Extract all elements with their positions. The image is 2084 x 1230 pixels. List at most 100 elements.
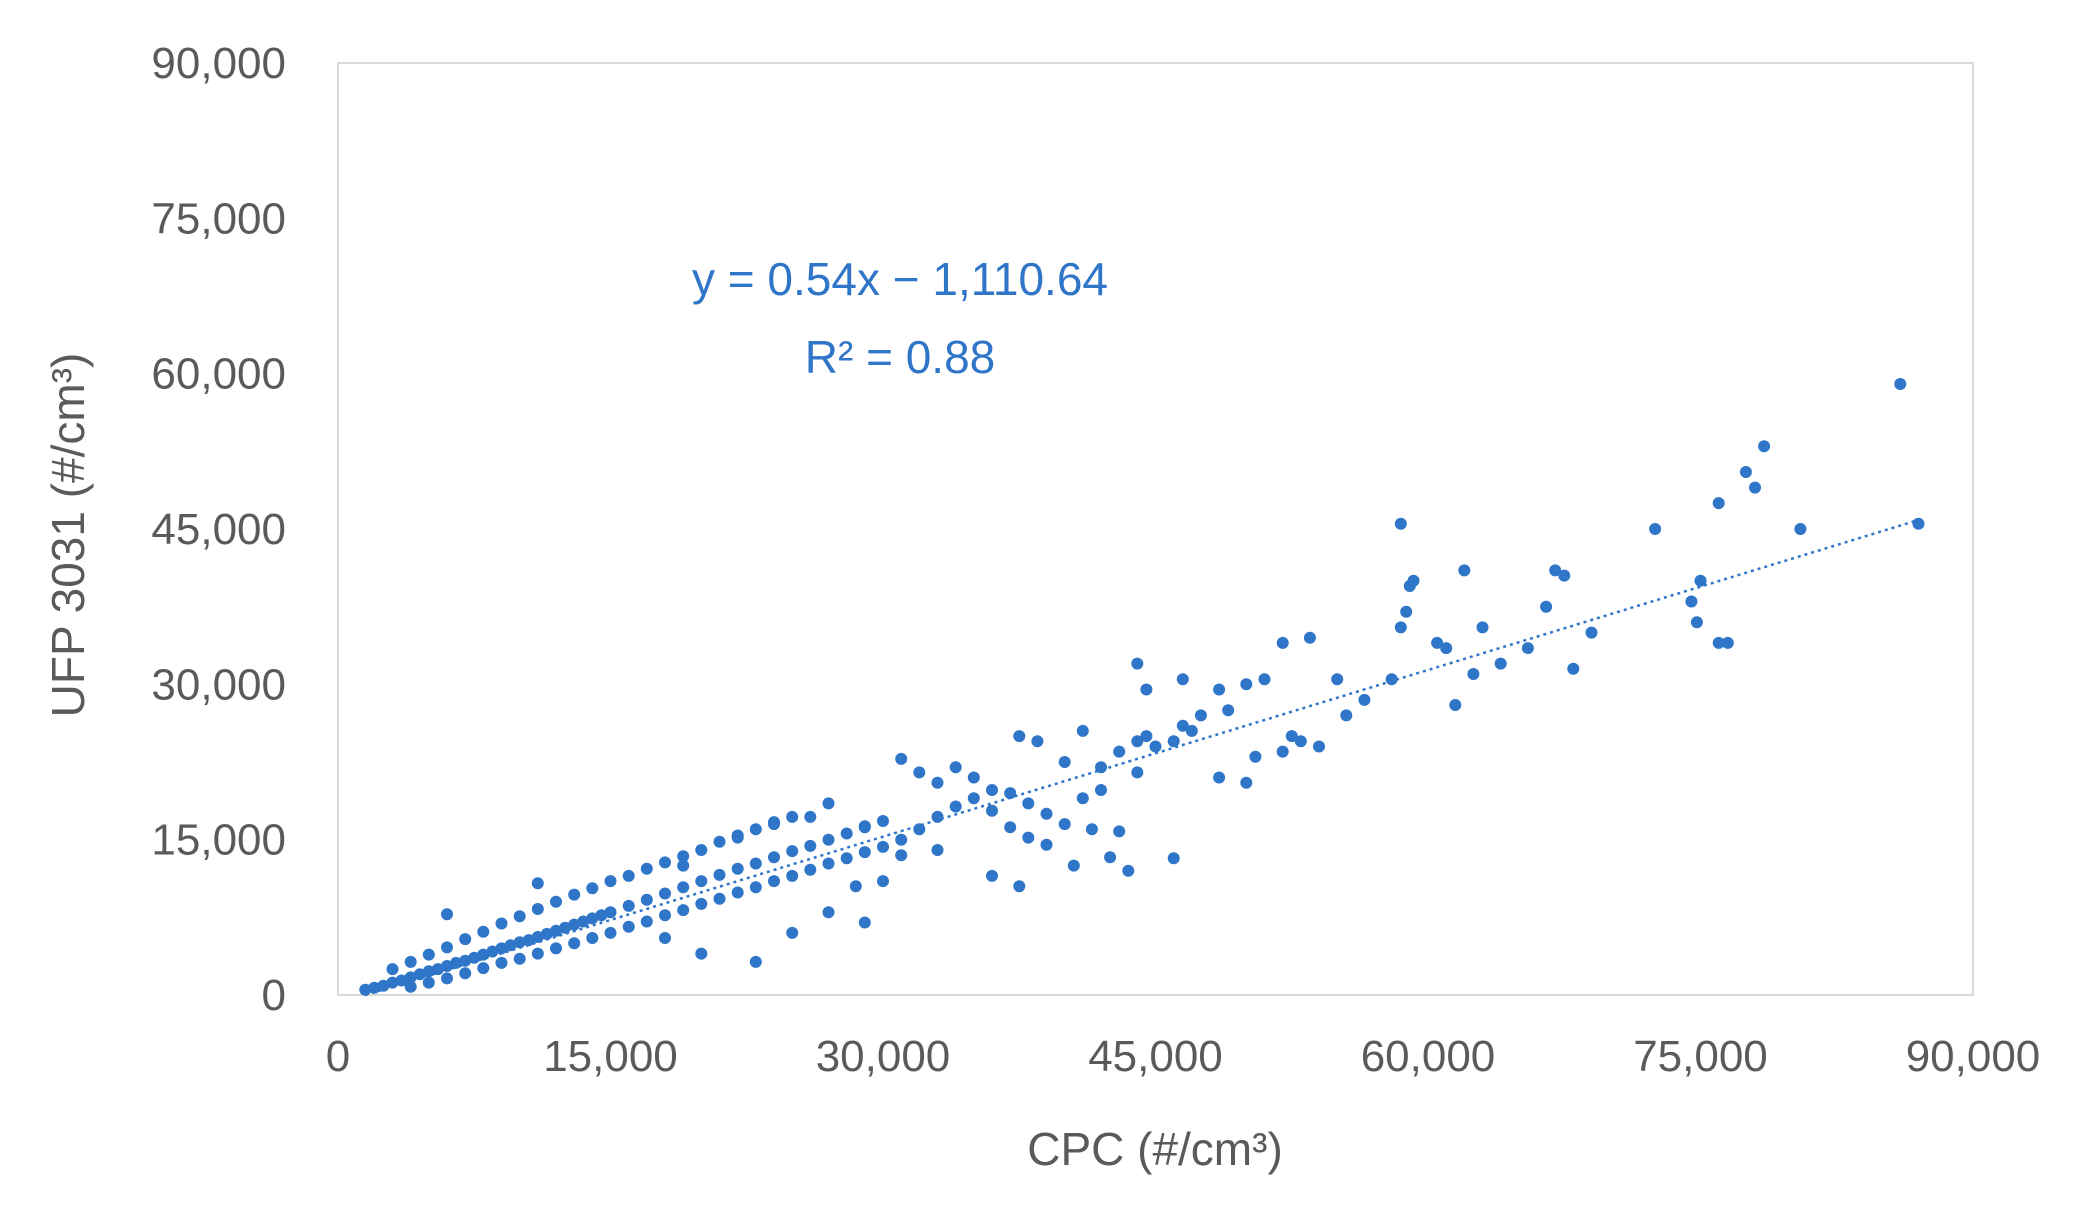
data-point — [622, 869, 635, 882]
data-point — [858, 820, 871, 833]
data-point — [1685, 595, 1698, 608]
data-point — [1113, 825, 1126, 838]
data-point — [659, 932, 671, 944]
data-point — [822, 833, 835, 846]
data-point — [422, 965, 435, 978]
data-point — [1131, 657, 1144, 670]
data-point — [1276, 636, 1289, 649]
data-point — [550, 895, 562, 908]
r2-label: R² = 0.88 — [805, 331, 996, 383]
data-point — [1249, 750, 1262, 763]
plot-frame — [337, 62, 1974, 996]
data-point — [1749, 481, 1761, 494]
data-point — [1794, 523, 1807, 535]
data-point — [1690, 616, 1703, 629]
data-point — [1213, 771, 1226, 784]
data-point — [786, 869, 799, 882]
x-tick-label: 75,000 — [1633, 1032, 1768, 1081]
data-point — [441, 960, 453, 972]
data-point — [1013, 880, 1026, 893]
data-point — [1276, 745, 1289, 758]
data-point — [1131, 766, 1144, 779]
data-point — [1085, 823, 1098, 836]
data-point — [967, 792, 980, 805]
data-point — [731, 831, 744, 844]
x-tick-label: 0 — [326, 1032, 350, 1081]
data-point — [441, 908, 453, 921]
data-point — [1022, 831, 1035, 844]
data-point — [550, 924, 562, 937]
data-point — [495, 942, 508, 955]
y-tick-labels: 0 15,000 30,000 45,000 60,000 75,000 90,000 — [151, 39, 286, 1020]
data-point — [359, 983, 372, 996]
data-point — [1167, 735, 1180, 748]
data-point — [1213, 683, 1226, 696]
data-point — [550, 942, 562, 955]
data-point — [1013, 730, 1026, 743]
data-point — [1031, 735, 1044, 748]
data-point — [877, 840, 889, 853]
data-point — [386, 976, 399, 989]
data-point — [659, 909, 671, 922]
data-point — [459, 933, 472, 946]
data-point — [1758, 440, 1771, 453]
data-point — [1712, 497, 1725, 510]
data-point — [1240, 678, 1253, 691]
data-point — [486, 945, 499, 958]
data-point — [1294, 735, 1307, 748]
data-point — [695, 947, 708, 960]
data-point — [749, 823, 762, 836]
data-point — [413, 968, 426, 981]
data-point — [877, 815, 889, 827]
data-point — [1004, 821, 1017, 834]
data-point — [1176, 673, 1189, 686]
data-point — [1440, 642, 1453, 655]
data-point — [822, 906, 835, 919]
data-point — [622, 920, 635, 933]
data-point — [531, 903, 544, 915]
data-point — [540, 927, 553, 940]
data-point — [422, 948, 435, 961]
data-point — [1712, 636, 1725, 649]
data-point — [441, 941, 453, 954]
data-point — [849, 880, 862, 893]
data-point — [695, 897, 708, 910]
x-tick-label: 60,000 — [1361, 1032, 1496, 1081]
x-tick-label: 45,000 — [1088, 1032, 1223, 1081]
data-point — [1331, 673, 1344, 686]
data-point — [1067, 859, 1080, 872]
data-point — [1649, 523, 1662, 535]
data-point — [586, 912, 599, 925]
data-point — [604, 906, 617, 919]
data-point — [477, 962, 490, 975]
data-point — [877, 875, 889, 888]
data-point — [1140, 730, 1153, 743]
data-point — [604, 926, 617, 939]
data-point — [1185, 724, 1198, 737]
data-point — [768, 851, 780, 864]
data-point — [622, 899, 635, 912]
data-point — [1303, 631, 1316, 644]
data-point — [822, 857, 835, 870]
data-point — [804, 863, 817, 876]
data-point — [677, 881, 690, 894]
data-point — [1494, 657, 1507, 670]
data-point — [1467, 668, 1480, 680]
data-point — [1149, 740, 1162, 753]
data-point — [586, 932, 599, 944]
data-point — [1521, 642, 1534, 655]
data-point — [1040, 807, 1053, 820]
data-point — [1476, 621, 1489, 634]
data-point — [1894, 378, 1907, 390]
data-point — [840, 827, 853, 840]
data-point — [1407, 574, 1420, 587]
data-point — [986, 784, 998, 796]
data-point — [604, 875, 617, 888]
data-point — [386, 963, 399, 976]
data-point — [1140, 683, 1153, 696]
data-point — [513, 952, 526, 965]
data-point — [931, 776, 944, 789]
data-point — [804, 839, 817, 852]
data-point — [595, 909, 608, 922]
data-point — [1258, 673, 1271, 686]
